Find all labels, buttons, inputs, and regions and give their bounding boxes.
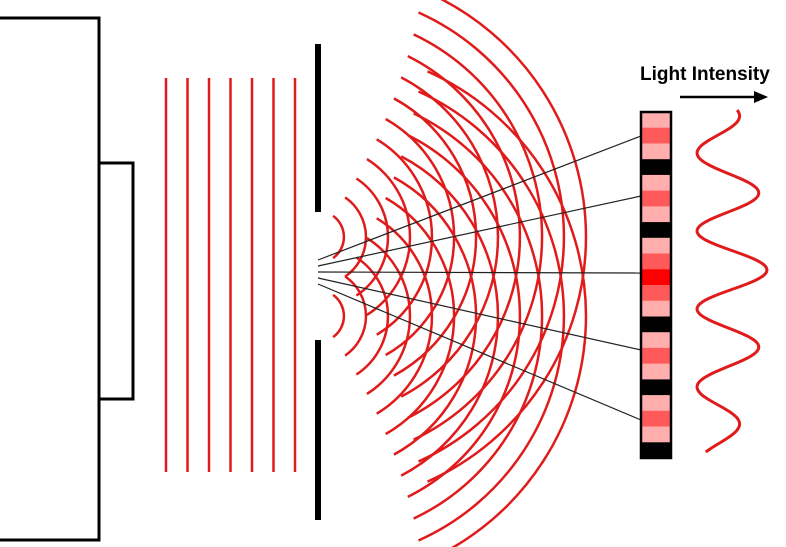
circular-wave-arc — [426, 70, 588, 547]
screen-band — [641, 206, 671, 223]
screen-band — [641, 174, 671, 192]
circular-wave-arc — [366, 237, 412, 395]
screen-band — [641, 127, 671, 144]
screen-band — [641, 222, 671, 239]
intensity-arrow — [680, 91, 768, 103]
circular-wave-arc — [407, 133, 522, 499]
screen-band — [641, 237, 671, 255]
circular-wave-arc — [393, 97, 478, 377]
ray-line — [317, 135, 642, 261]
circular-wave-arc — [413, 112, 544, 520]
screen-frame — [639, 110, 673, 460]
intensity-curve — [695, 109, 769, 454]
screen-band — [641, 363, 671, 380]
ray-line — [317, 195, 642, 267]
light-source-housing — [0, 16, 101, 542]
circular-wave-arc — [417, 11, 566, 463]
double-slit-barrier — [315, 44, 321, 520]
barrier-bottom — [315, 340, 321, 520]
screen-band — [641, 332, 671, 349]
detection-screen — [639, 110, 673, 460]
screen-band — [641, 269, 671, 286]
circular-wave-arc — [407, 54, 522, 420]
screen-band — [641, 347, 671, 365]
circular-wave-arc — [376, 217, 434, 415]
light-source-lamp — [97, 161, 135, 401]
circular-wave-arc — [344, 275, 368, 357]
circular-wave-arc — [332, 293, 346, 339]
diffracted-waves — [332, 0, 588, 547]
circular-wave-arc — [376, 138, 434, 336]
plane-waves — [164, 78, 297, 472]
screen-band — [641, 143, 671, 160]
screen-band — [641, 379, 671, 396]
screen-band — [641, 300, 671, 317]
circular-wave-arc — [344, 196, 368, 278]
circular-wave-arc — [355, 256, 390, 376]
interference-rays — [317, 135, 642, 421]
screen-band — [641, 316, 671, 333]
screen-band — [641, 112, 671, 129]
screen-band — [641, 253, 671, 270]
circular-wave-arc — [385, 196, 456, 436]
barrier-top — [315, 44, 321, 212]
circular-wave-arc — [393, 176, 478, 456]
circular-wave-arc — [413, 33, 544, 441]
circular-wave-arc — [417, 90, 566, 542]
circular-wave-arc — [332, 214, 346, 260]
screen-band — [641, 426, 671, 443]
intensity-label: Light Intensity — [640, 64, 770, 85]
screen-band — [641, 395, 671, 412]
screen-band — [641, 410, 671, 428]
ray-line — [317, 283, 642, 421]
screen-band — [641, 442, 671, 459]
screen-band — [641, 285, 671, 302]
circular-wave-arc — [355, 177, 390, 297]
screen-band — [641, 159, 671, 176]
screen-band — [641, 190, 671, 207]
ray-line — [317, 277, 642, 351]
circular-wave-arc — [400, 155, 500, 477]
ray-line — [317, 271, 642, 274]
circular-wave-arc — [426, 0, 588, 483]
